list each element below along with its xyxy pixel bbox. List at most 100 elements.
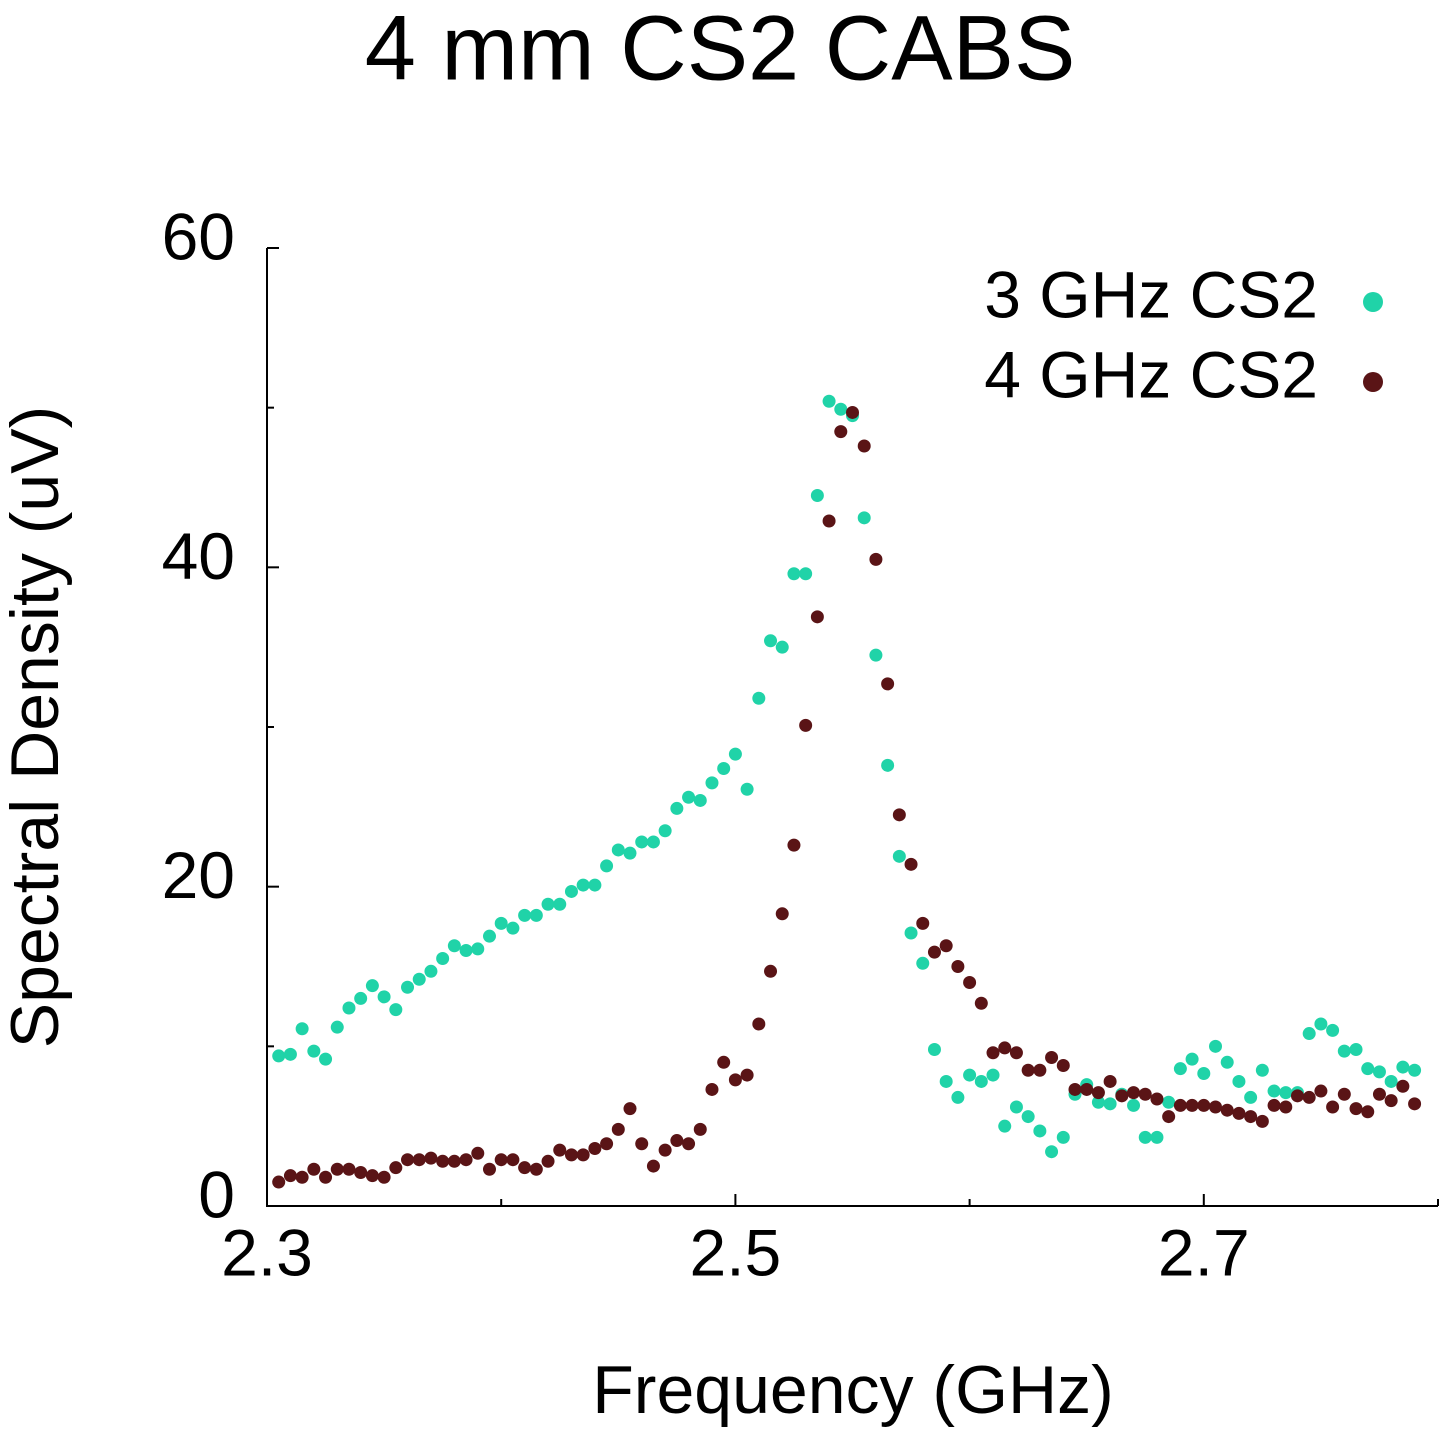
data-point (283, 1047, 297, 1061)
data-point (1185, 1098, 1199, 1112)
data-point (354, 991, 368, 1005)
data-point (295, 1170, 309, 1184)
data-point (529, 1162, 543, 1176)
data-point (1091, 1095, 1105, 1109)
data-point (717, 762, 731, 776)
data-point (389, 1003, 403, 1017)
data-point (1162, 1095, 1176, 1109)
data-point (658, 824, 672, 838)
data-point (1408, 1063, 1422, 1077)
data-point (927, 1043, 941, 1057)
data-point (1396, 1079, 1410, 1093)
data-point (564, 1148, 578, 1162)
data-point (1267, 1084, 1281, 1098)
data-point (506, 1153, 520, 1167)
data-point (799, 718, 813, 732)
data-point (541, 897, 555, 911)
data-point (494, 916, 508, 930)
data-point (670, 801, 684, 815)
legend-marker (1363, 372, 1383, 392)
data-point (740, 782, 754, 796)
data-point (494, 1153, 508, 1167)
data-point (693, 793, 707, 807)
data-point (892, 808, 906, 822)
data-point (553, 897, 567, 911)
data-point (412, 972, 426, 986)
data-point (564, 884, 578, 898)
data-point (447, 1154, 461, 1168)
y-tick-label: 20 (162, 838, 235, 912)
y-tick-label: 60 (162, 199, 235, 273)
data-point (354, 1165, 368, 1179)
data-point (998, 1119, 1012, 1133)
data-point (1150, 1092, 1164, 1106)
data-point (810, 610, 824, 624)
data-point (1197, 1066, 1211, 1080)
data-point (459, 1153, 473, 1167)
data-point (401, 980, 415, 994)
data-point (1033, 1124, 1047, 1138)
data-point (424, 1151, 438, 1165)
data-point (611, 843, 625, 857)
data-point (764, 964, 778, 978)
data-point (342, 1001, 356, 1015)
data-point (986, 1046, 1000, 1060)
data-point (752, 1017, 766, 1031)
data-point (307, 1162, 321, 1176)
data-point (974, 996, 988, 1010)
x-tick-label: 2.3 (221, 1215, 313, 1289)
data-point (693, 1122, 707, 1136)
data-point (775, 640, 789, 654)
data-point (728, 747, 742, 761)
data-point (951, 960, 965, 973)
data-point (611, 1122, 625, 1136)
data-point (1361, 1062, 1375, 1076)
data-point (1138, 1130, 1152, 1144)
data-point (600, 859, 614, 873)
data-point (998, 1041, 1012, 1055)
data-point (1103, 1074, 1117, 1088)
data-point (974, 1074, 988, 1088)
data-point (986, 1068, 1000, 1082)
data-point (412, 1153, 426, 1167)
data-point (635, 835, 649, 849)
y-tick-label: 40 (162, 519, 235, 593)
data-point (1185, 1052, 1199, 1066)
data-point (881, 677, 895, 691)
data-point (1314, 1017, 1328, 1031)
data-point (834, 425, 848, 439)
data-point (518, 908, 532, 922)
data-point (1267, 1098, 1281, 1112)
data-point (1337, 1087, 1351, 1101)
data-point (939, 939, 953, 953)
data-point (869, 552, 883, 566)
data-point (869, 648, 883, 662)
data-point (436, 952, 450, 966)
data-point (424, 964, 438, 978)
data-point (365, 979, 379, 993)
data-point (1021, 1110, 1035, 1124)
data-point (1314, 1084, 1328, 1098)
legend-label: 4 GHz CS2 (984, 337, 1318, 411)
data-point (881, 758, 895, 772)
data-point (576, 1148, 590, 1162)
data-point (822, 394, 836, 408)
data-point (1080, 1082, 1094, 1096)
data-point (1255, 1063, 1269, 1077)
data-point (365, 1169, 379, 1183)
data-point (658, 1143, 672, 1157)
data-point (1244, 1110, 1258, 1124)
data-point (857, 511, 871, 525)
data-point (951, 1090, 965, 1104)
data-point (1209, 1039, 1223, 1053)
data-point (1279, 1100, 1293, 1114)
data-point (283, 1169, 297, 1183)
data-point (1173, 1098, 1187, 1112)
data-point (775, 907, 789, 921)
data-point (1220, 1103, 1234, 1117)
data-point (1302, 1027, 1316, 1041)
data-point (1232, 1106, 1246, 1120)
x-axis-label: Frequency (GHz) (592, 1352, 1113, 1428)
data-point (1408, 1097, 1422, 1111)
data-point (1150, 1130, 1164, 1144)
